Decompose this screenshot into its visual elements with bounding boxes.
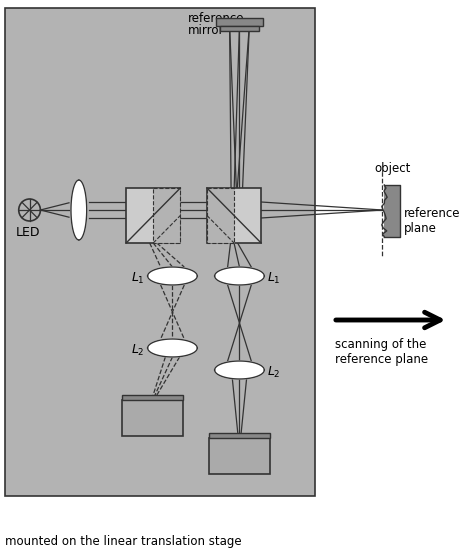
Polygon shape	[215, 361, 264, 379]
Bar	[209, 433, 270, 438]
Text: reference: reference	[188, 12, 245, 25]
Polygon shape	[215, 267, 264, 285]
Text: $L_2$: $L_2$	[267, 364, 281, 380]
Bar	[384, 185, 400, 237]
Bar	[207, 188, 261, 243]
Bar	[126, 188, 180, 243]
Text: object: object	[374, 162, 410, 175]
Text: $L_1$: $L_1$	[131, 270, 145, 286]
Bar	[5, 8, 315, 496]
Bar	[209, 438, 270, 474]
Text: $L_1$: $L_1$	[267, 270, 281, 286]
Bar	[122, 400, 183, 436]
Text: scanning of the
reference plane: scanning of the reference plane	[335, 338, 428, 366]
Polygon shape	[147, 267, 197, 285]
Bar	[216, 18, 263, 26]
Text: mounted on the linear translation stage: mounted on the linear translation stage	[5, 535, 242, 548]
Bar	[153, 188, 180, 243]
Bar	[207, 188, 234, 243]
Text: reference
plane: reference plane	[404, 207, 461, 235]
Text: LED: LED	[15, 226, 40, 239]
Polygon shape	[147, 339, 197, 357]
Text: mirror: mirror	[188, 24, 225, 37]
Text: cam$_2$: cam$_2$	[136, 414, 170, 426]
Text: cam$_1$: cam$_1$	[223, 451, 256, 465]
Text: $L_2$: $L_2$	[131, 342, 145, 358]
Bar	[220, 26, 259, 31]
Polygon shape	[71, 180, 87, 240]
Bar	[122, 395, 183, 400]
